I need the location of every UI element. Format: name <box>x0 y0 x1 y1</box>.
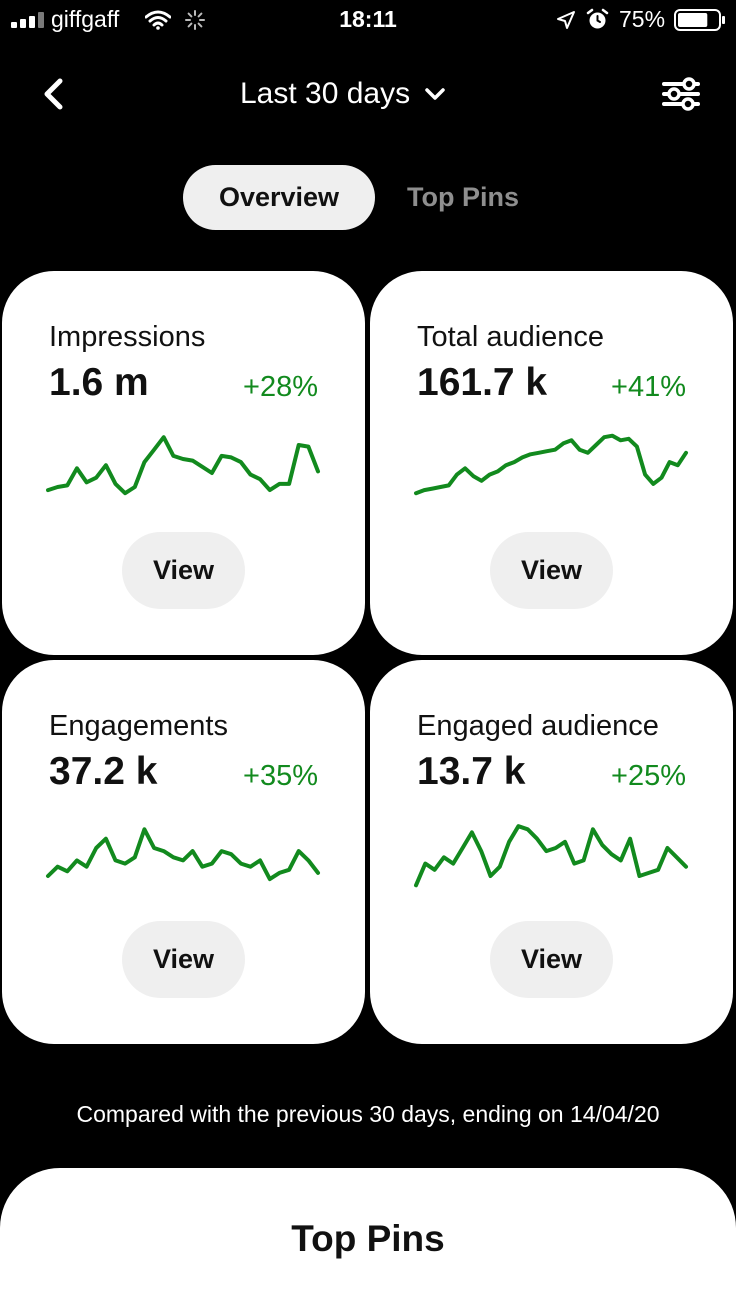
back-arrow-icon[interactable] <box>38 76 70 112</box>
engaged-audience-sparkline <box>414 824 688 888</box>
card-value: 37.2 k <box>49 750 158 793</box>
top-pins-section: Top Pins <box>0 1168 736 1309</box>
location-arrow-icon <box>557 11 575 29</box>
engaged-audience-card[interactable]: Engaged audience 13.7 k +25% View <box>370 660 733 1044</box>
card-change: +28% <box>243 371 318 403</box>
engagements-sparkline <box>46 827 320 882</box>
trend-line <box>414 824 688 888</box>
trend-line <box>46 435 320 496</box>
battery-percentage: 75% <box>619 6 666 32</box>
date-range-label: Last 30 days <box>240 77 411 110</box>
tab-top-pins[interactable]: Top Pins <box>407 182 519 212</box>
card-change: +35% <box>243 760 318 792</box>
top-pins-heading: Top Pins <box>291 1218 445 1259</box>
card-value: 161.7 k <box>417 361 548 404</box>
card-change: +25% <box>611 760 686 792</box>
alarm-clock-icon <box>586 8 609 29</box>
engagements-card[interactable]: Engagements 37.2 k +35% View <box>2 660 365 1044</box>
status-bar: giffgaff 18:11 <box>0 0 736 44</box>
comparison-note: Compared with the previous 30 days, endi… <box>76 1101 660 1127</box>
tab-overview[interactable]: Overview <box>183 165 375 230</box>
view-engagements-button[interactable]: View <box>122 921 245 998</box>
carrier-name: giffgaff <box>51 6 120 32</box>
filter-settings-icon[interactable] <box>660 76 702 112</box>
wifi-icon <box>145 10 171 30</box>
battery-icon <box>674 9 725 31</box>
total-audience-card[interactable]: Total audience 161.7 k +41% View <box>370 271 733 655</box>
trend-line <box>46 827 320 882</box>
status-time: 18:11 <box>339 6 397 32</box>
card-title: Engaged audience <box>417 710 659 742</box>
card-title: Total audience <box>417 321 605 353</box>
card-value: 13.7 k <box>417 750 526 793</box>
card-title: Engagements <box>49 710 228 742</box>
card-change: +41% <box>611 371 686 403</box>
signal-strength-icon <box>11 12 44 28</box>
view-engaged-audience-button[interactable]: View <box>490 921 613 998</box>
date-range-dropdown[interactable]: Last 30 days <box>240 72 446 116</box>
activity-spinner-icon <box>185 10 205 30</box>
card-title: Impressions <box>49 321 206 353</box>
trend-line <box>414 433 688 496</box>
chevron-down-icon <box>425 88 445 100</box>
view-impressions-button[interactable]: View <box>122 532 245 609</box>
impressions-card[interactable]: Impressions 1.6 m +28% View <box>2 271 365 655</box>
impressions-sparkline <box>46 435 320 496</box>
total-audience-sparkline <box>414 433 688 496</box>
card-value: 1.6 m <box>49 361 149 404</box>
view-total-audience-button[interactable]: View <box>490 532 613 609</box>
